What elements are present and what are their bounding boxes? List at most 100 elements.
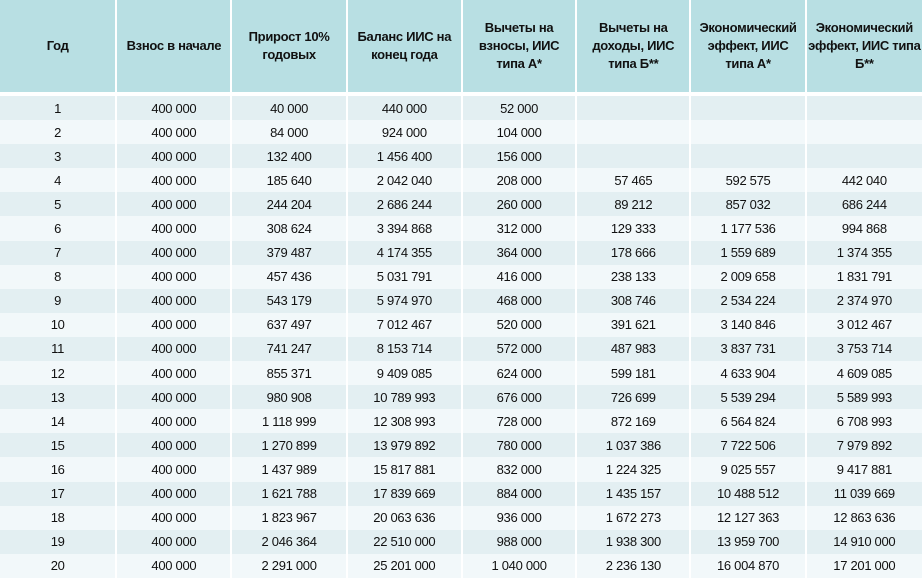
cell-effect-b: 442 040 bbox=[806, 168, 922, 193]
table-body: 1 400 000 40 000 440 000 52 000 2 400 000 84 00… bbox=[0, 96, 922, 578]
cell-deduction-a: 936 000 bbox=[462, 505, 576, 530]
table-row: 9 400 000 543 179 5 974 970 468 000 308 746 2 … bbox=[0, 288, 922, 313]
cell-year: 4 bbox=[0, 168, 116, 193]
cell-effect-b bbox=[806, 144, 922, 169]
cell-effect-a bbox=[691, 120, 805, 145]
cell-growth: 379 487 bbox=[232, 240, 346, 265]
header-gap bbox=[0, 92, 922, 96]
cell-growth: 40 000 bbox=[232, 96, 346, 121]
cell-contribution: 400 000 bbox=[117, 168, 231, 193]
cell-deduction-a: 1 040 000 bbox=[462, 553, 576, 578]
cell-contribution: 400 000 bbox=[117, 264, 231, 289]
cell-effect-b: 11 039 669 bbox=[806, 481, 922, 506]
cell-effect-b bbox=[806, 120, 922, 145]
cell-balance: 4 174 355 bbox=[347, 240, 461, 265]
cell-contribution: 400 000 bbox=[117, 505, 231, 530]
header-effect-a: Экономический эффект, ИИС типа А* bbox=[691, 0, 805, 92]
divider bbox=[0, 92, 922, 96]
cell-growth: 185 640 bbox=[232, 168, 346, 193]
cell-effect-a: 10 488 512 bbox=[691, 481, 805, 506]
table-row: 19 400 000 2 046 364 22 510 000 988 000 1 938… bbox=[0, 529, 922, 554]
cell-effect-a: 13 959 700 bbox=[691, 529, 805, 554]
cell-effect-b: 686 244 bbox=[806, 192, 922, 217]
cell-deduction-b: 129 333 bbox=[577, 216, 690, 241]
cell-effect-a: 2 534 224 bbox=[691, 288, 805, 313]
cell-effect-b: 5 589 993 bbox=[806, 385, 922, 410]
cell-deduction-b: 599 181 bbox=[577, 361, 690, 386]
cell-balance: 5 974 970 bbox=[347, 288, 461, 313]
table-row: 5 400 000 244 204 2 686 244 260 000 89 212 857… bbox=[0, 192, 922, 217]
cell-effect-a: 16 004 870 bbox=[691, 553, 805, 578]
cell-effect-b bbox=[806, 96, 922, 121]
cell-balance: 12 308 993 bbox=[347, 409, 461, 434]
cell-deduction-b: 872 169 bbox=[577, 409, 690, 434]
cell-deduction-a: 728 000 bbox=[462, 409, 576, 434]
table-row: 20 400 000 2 291 000 25 201 000 1 040 000 2 2… bbox=[0, 553, 922, 578]
table-row: 7 400 000 379 487 4 174 355 364 000 178 666 1 … bbox=[0, 240, 922, 265]
header-contribution: Взнос в начале bbox=[117, 0, 231, 92]
cell-deduction-a: 260 000 bbox=[462, 192, 576, 217]
cell-effect-a bbox=[691, 144, 805, 169]
cell-deduction-b: 726 699 bbox=[577, 385, 690, 410]
cell-contribution: 400 000 bbox=[117, 385, 231, 410]
header-balance: Баланс ИИС на конец года bbox=[347, 0, 461, 92]
cell-balance: 5 031 791 bbox=[347, 264, 461, 289]
cell-effect-b: 17 201 000 bbox=[806, 553, 922, 578]
cell-balance: 25 201 000 bbox=[347, 553, 461, 578]
cell-growth: 2 046 364 bbox=[232, 529, 346, 554]
header-deduction-b: Вычеты на доходы, ИИС типа Б** bbox=[577, 0, 690, 92]
cell-balance: 7 012 467 bbox=[347, 312, 461, 337]
cell-year: 1 bbox=[0, 96, 116, 121]
cell-year: 15 bbox=[0, 433, 116, 458]
cell-deduction-b: 391 621 bbox=[577, 312, 690, 337]
cell-deduction-a: 832 000 bbox=[462, 457, 576, 482]
cell-deduction-b: 1 435 157 bbox=[577, 481, 690, 506]
cell-growth: 741 247 bbox=[232, 336, 346, 362]
cell-year: 12 bbox=[0, 361, 116, 386]
cell-year: 6 bbox=[0, 216, 116, 241]
table-row: 4 400 000 185 640 2 042 040 208 000 57 465 592… bbox=[0, 168, 922, 193]
cell-deduction-a: 988 000 bbox=[462, 529, 576, 554]
cell-effect-a: 1 559 689 bbox=[691, 240, 805, 265]
cell-deduction-b: 2 236 130 bbox=[577, 553, 690, 578]
cell-deduction-b: 308 746 bbox=[577, 288, 690, 313]
cell-growth: 1 118 999 bbox=[232, 409, 346, 434]
cell-contribution: 400 000 bbox=[117, 433, 231, 458]
cell-deduction-a: 468 000 bbox=[462, 288, 576, 313]
cell-contribution: 400 000 bbox=[117, 361, 231, 386]
cell-deduction-a: 676 000 bbox=[462, 385, 576, 410]
cell-deduction-a: 208 000 bbox=[462, 168, 576, 193]
cell-balance: 440 000 bbox=[347, 96, 461, 121]
cell-effect-a: 2 009 658 bbox=[691, 264, 805, 289]
cell-effect-b: 6 708 993 bbox=[806, 409, 922, 434]
cell-deduction-a: 104 000 bbox=[462, 120, 576, 145]
cell-effect-b: 9 417 881 bbox=[806, 457, 922, 482]
cell-balance: 20 063 636 bbox=[347, 505, 461, 530]
cell-effect-b: 1 374 355 bbox=[806, 240, 922, 265]
cell-contribution: 400 000 bbox=[117, 192, 231, 217]
cell-contribution: 400 000 bbox=[117, 481, 231, 506]
cell-growth: 1 621 788 bbox=[232, 481, 346, 506]
cell-deduction-b: 1 938 300 bbox=[577, 529, 690, 554]
header-row: Год Взнос в начале Прирост 10% годовых Б… bbox=[0, 0, 922, 92]
cell-deduction-b: 238 133 bbox=[577, 264, 690, 289]
cell-effect-a: 857 032 bbox=[691, 192, 805, 217]
table-row: 10 400 000 637 497 7 012 467 520 000 391 621 3… bbox=[0, 312, 922, 337]
table-row: 18 400 000 1 823 967 20 063 636 936 000 1 672… bbox=[0, 505, 922, 530]
cell-deduction-b: 487 983 bbox=[577, 336, 690, 362]
cell-year: 19 bbox=[0, 529, 116, 554]
cell-effect-a: 5 539 294 bbox=[691, 385, 805, 410]
cell-effect-a: 4 633 904 bbox=[691, 361, 805, 386]
cell-contribution: 400 000 bbox=[117, 457, 231, 482]
cell-balance: 2 042 040 bbox=[347, 168, 461, 193]
cell-growth: 980 908 bbox=[232, 385, 346, 410]
cell-contribution: 400 000 bbox=[117, 144, 231, 169]
cell-effect-b: 7 979 892 bbox=[806, 433, 922, 458]
cell-effect-a: 7 722 506 bbox=[691, 433, 805, 458]
cell-contribution: 400 000 bbox=[117, 529, 231, 554]
table-row: 17 400 000 1 621 788 17 839 669 884 000 1 435… bbox=[0, 481, 922, 506]
cell-balance: 17 839 669 bbox=[347, 481, 461, 506]
cell-year: 3 bbox=[0, 144, 116, 169]
cell-effect-a: 3 140 846 bbox=[691, 312, 805, 337]
